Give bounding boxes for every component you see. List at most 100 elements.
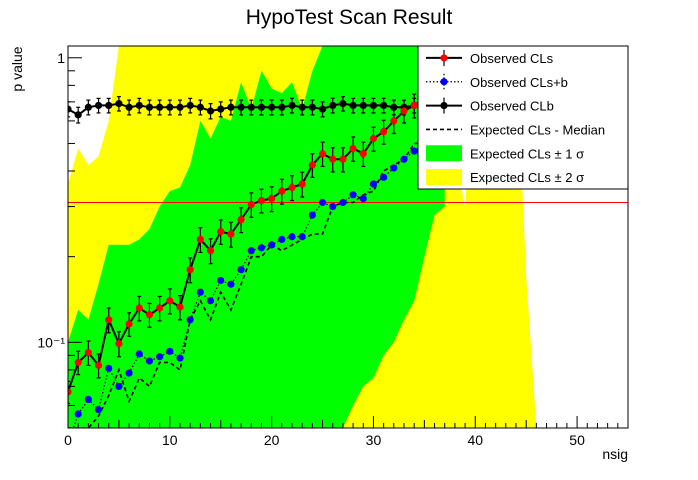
legend-label: Expected CLs - Median — [470, 122, 605, 137]
observed-clsb-point — [268, 241, 276, 249]
observed-cls-point — [125, 320, 133, 328]
observed-clsb-point — [94, 406, 103, 414]
observed-cls-point — [318, 150, 327, 158]
observed-clb-point — [206, 107, 215, 115]
observed-cls-point — [166, 297, 174, 305]
observed-clsb-point — [125, 369, 133, 377]
observed-cls-point — [145, 311, 154, 319]
observed-clb-point — [74, 111, 82, 119]
observed-cls-point — [268, 194, 276, 203]
legend-label: Expected CLs ± 2 σ — [470, 170, 584, 185]
observed-cls-point — [400, 107, 408, 115]
legend-box — [417, 45, 629, 190]
x-tick-label: 30 — [366, 432, 382, 448]
observed-clb-point — [329, 101, 337, 110]
observed-cls-point — [217, 227, 225, 236]
observed-clb-point — [369, 101, 378, 110]
observed-cls-point — [410, 101, 418, 110]
y-tick-label: 10⁻¹ — [37, 334, 65, 350]
observed-cls-point — [380, 128, 388, 136]
observed-clb-point — [339, 100, 347, 108]
observed-clb-point — [186, 101, 194, 110]
observed-clsb-point — [308, 211, 316, 219]
observed-clsb-point — [84, 395, 92, 404]
y-axis-label: p value — [9, 46, 25, 91]
observed-cls-point — [237, 215, 245, 224]
observed-clsb-point — [288, 233, 296, 241]
observed-clsb-point — [135, 350, 143, 358]
observed-clsb-point — [156, 353, 164, 361]
observed-clb-point — [145, 103, 154, 111]
observed-clsb-point — [318, 198, 327, 207]
observed-cls-point — [349, 144, 357, 153]
observed-cls-point — [329, 155, 337, 163]
x-tick-label: 10 — [162, 432, 178, 448]
observed-cls-point — [278, 187, 286, 195]
band-1sigma — [68, 46, 445, 428]
x-tick-label: 50 — [569, 432, 585, 448]
observed-clsb-point — [339, 198, 347, 207]
legend-swatch-marker — [440, 78, 448, 86]
legend-label: Observed CLs+b — [470, 75, 568, 90]
observed-clb-point — [176, 103, 184, 111]
observed-clb-point — [288, 101, 296, 110]
x-tick-label: 40 — [467, 432, 483, 448]
observed-clb-point — [247, 103, 255, 111]
series-layer — [68, 86, 628, 428]
observed-clb-point — [237, 103, 245, 111]
observed-clb-point — [125, 103, 133, 111]
x-tick-label: 0 — [64, 432, 72, 448]
observed-clb-point — [349, 101, 357, 110]
observed-clb-point — [94, 101, 103, 110]
observed-clsb-point — [390, 164, 398, 172]
observed-cls-point — [339, 155, 347, 163]
x-axis-label: nsig — [602, 446, 628, 462]
observed-clsb-point — [349, 191, 357, 199]
observed-cls-point — [227, 230, 235, 238]
observed-cls-point — [105, 316, 113, 324]
observed-clsb-point — [206, 297, 215, 305]
observed-cls-point — [135, 304, 143, 312]
observed-clsb-point — [196, 288, 204, 296]
axes-layer: 0 10 20 30 40 50 1 10⁻¹ — [37, 45, 629, 448]
legend: Observed CLs Observed CLs+b Observed CLb Ex… — [417, 45, 629, 190]
observed-clsb-point — [359, 194, 367, 203]
observed-cls-point — [359, 150, 367, 158]
legend-swatch — [426, 145, 462, 162]
observed-clsb-point — [74, 410, 82, 418]
legend-swatch — [426, 169, 462, 186]
legend-label: Observed CLb — [470, 99, 554, 114]
observed-clb-point — [298, 103, 306, 111]
observed-cls-point — [68, 388, 72, 396]
observed-clb-point — [380, 101, 388, 110]
observed-clsb-point — [115, 382, 123, 391]
observed-clsb-point — [400, 155, 408, 163]
x-tick-label: 20 — [264, 432, 280, 448]
observed-clb-point — [135, 101, 143, 110]
legend-label: Observed CLs — [470, 51, 554, 66]
observed-clb-point — [359, 101, 367, 110]
observed-cls-point — [390, 117, 398, 125]
observed-cls-point — [288, 183, 296, 192]
observed-clsb-point — [257, 244, 266, 252]
observed-cls-point — [74, 358, 82, 367]
observed-clsb-point — [166, 347, 174, 355]
observed-cls-point — [257, 196, 266, 205]
observed-clsb-point — [369, 180, 378, 188]
observed-clb-point — [278, 103, 286, 111]
observed-clb-point — [156, 103, 164, 111]
observed-clb-point — [268, 103, 276, 111]
observed-clb-point — [115, 100, 123, 108]
observed-clsb-point — [410, 147, 418, 155]
observed-clb-point — [196, 103, 204, 111]
observed-clb-point — [227, 103, 235, 111]
observed-cls-point — [298, 180, 306, 188]
observed-clb-point — [257, 103, 266, 111]
observed-cls-point — [247, 200, 255, 209]
observed-clsb-point — [186, 316, 194, 324]
observed-clsb-point — [247, 247, 255, 255]
plot-frame — [67, 45, 629, 429]
observed-clsb-point — [329, 202, 337, 211]
observed-cls-point — [115, 339, 123, 348]
